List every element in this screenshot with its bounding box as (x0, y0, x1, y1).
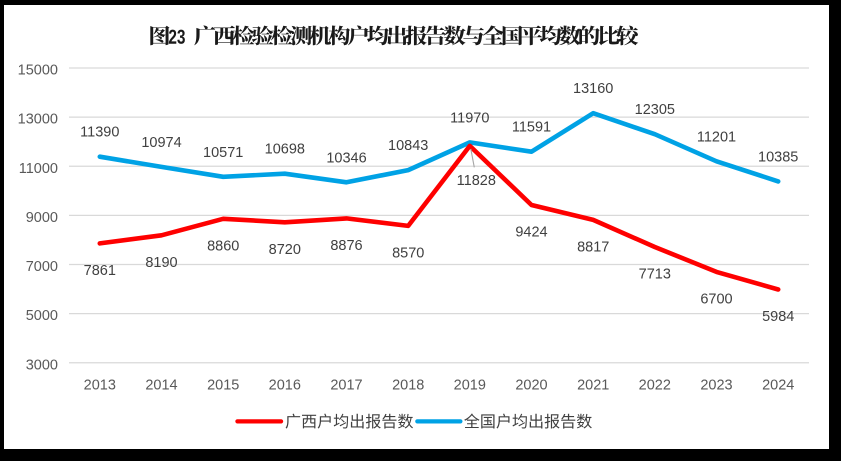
svg-text:8570: 8570 (392, 246, 424, 262)
svg-text:10974: 10974 (141, 135, 181, 151)
svg-text:8720: 8720 (269, 242, 301, 258)
svg-text:2015: 2015 (207, 378, 239, 394)
svg-text:11970: 11970 (450, 110, 489, 126)
svg-text:2014: 2014 (145, 378, 177, 394)
svg-text:2023: 2023 (700, 378, 732, 394)
svg-text:2021: 2021 (577, 378, 609, 394)
svg-text:6700: 6700 (700, 292, 732, 308)
svg-text:10571: 10571 (203, 145, 243, 161)
svg-text:2016: 2016 (269, 378, 301, 394)
svg-text:10698: 10698 (265, 142, 305, 158)
svg-text:13160: 13160 (573, 81, 613, 97)
svg-text:8860: 8860 (207, 239, 239, 255)
svg-text:12305: 12305 (635, 102, 675, 118)
svg-text:13000: 13000 (18, 112, 58, 128)
svg-text:9000: 9000 (26, 210, 58, 226)
svg-text:11828: 11828 (457, 173, 496, 189)
svg-text:2019: 2019 (454, 378, 486, 394)
svg-text:7861: 7861 (84, 263, 116, 279)
svg-text:7000: 7000 (26, 259, 58, 275)
svg-text:2024: 2024 (762, 378, 794, 394)
svg-text:5000: 5000 (26, 308, 58, 324)
svg-text:2022: 2022 (639, 378, 671, 394)
svg-text:3000: 3000 (26, 357, 58, 373)
svg-text:15000: 15000 (18, 63, 58, 79)
svg-text:9424: 9424 (515, 225, 547, 241)
svg-text:10346: 10346 (326, 150, 366, 166)
svg-text:11201: 11201 (697, 129, 736, 145)
svg-text:5984: 5984 (762, 309, 794, 325)
svg-text:11390: 11390 (80, 125, 119, 141)
svg-text:2017: 2017 (330, 378, 362, 394)
svg-text:8817: 8817 (577, 240, 609, 256)
svg-text:10843: 10843 (388, 138, 428, 154)
svg-text:2013: 2013 (84, 378, 116, 394)
svg-text:11000: 11000 (19, 161, 58, 177)
svg-text:7713: 7713 (639, 267, 671, 283)
svg-text:8190: 8190 (145, 255, 177, 271)
svg-text:10385: 10385 (758, 149, 798, 165)
svg-text:2018: 2018 (392, 378, 424, 394)
svg-text:11591: 11591 (512, 120, 551, 136)
svg-text:8876: 8876 (330, 238, 362, 254)
svg-text:2020: 2020 (515, 378, 547, 394)
